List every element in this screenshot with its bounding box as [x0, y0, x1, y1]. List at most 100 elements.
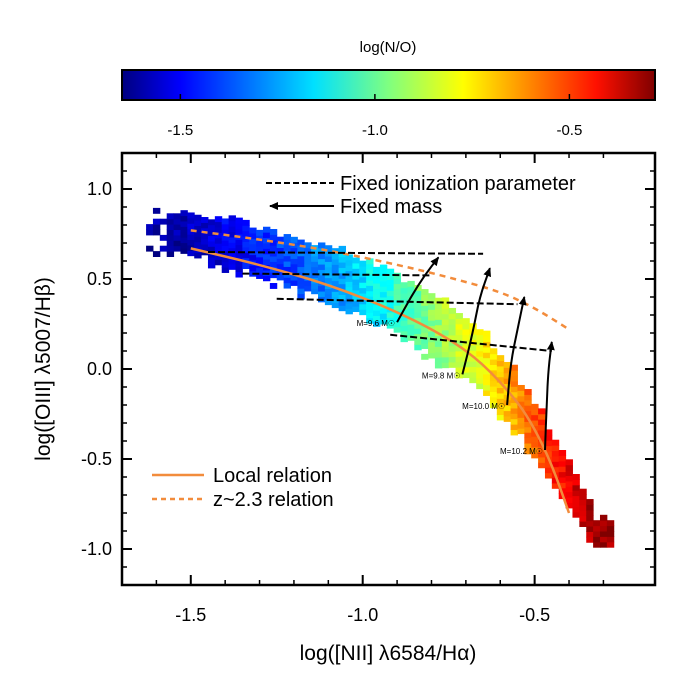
heatmap-cell: [476, 361, 484, 368]
heatmap-cell: [599, 520, 608, 527]
heatmap-cell: [373, 304, 381, 311]
heatmap-cell: [400, 303, 408, 310]
heatmap-cell: [531, 430, 539, 437]
heatmap-cell: [283, 261, 291, 267]
heatmap-cell: [269, 256, 278, 262]
heatmap-cell: [159, 245, 168, 252]
heatmap-cell: [214, 221, 223, 228]
fixed-mass-track: [506, 296, 527, 406]
heatmap-cell: [359, 303, 367, 310]
heatmap-cell: [290, 263, 298, 270]
heatmap-cell: [579, 488, 587, 495]
heatmap-cell: [283, 266, 291, 273]
heatmap-cell: [173, 234, 181, 241]
heatmap-cell: [483, 357, 491, 364]
heatmap-cell: [531, 452, 539, 459]
heatmap-cell: [345, 308, 353, 315]
heatmap-cell: [366, 317, 374, 324]
heatmap-cell: [201, 217, 209, 223]
heatmap-cell: [221, 240, 230, 246]
heatmap-cell: [228, 215, 236, 222]
heatmap-cell: [421, 310, 429, 317]
heatmap-cell: [421, 289, 429, 295]
heatmap-cell: [462, 361, 470, 368]
heatmap-cell: [194, 214, 202, 221]
heatmap-cell: [455, 340, 463, 346]
heatmap-cell: [593, 536, 601, 543]
y-tick-label: 1.0: [87, 179, 112, 199]
heatmap-cell: [407, 313, 415, 320]
heatmap-cell: [496, 360, 505, 367]
heatmap-cell: [283, 250, 291, 257]
heatmap-cell: [551, 439, 560, 446]
heatmap-cell: [489, 380, 498, 387]
heatmap-cell: [544, 472, 553, 479]
heatmap-cell: [221, 245, 230, 252]
heatmap-cell: [510, 375, 518, 382]
heatmap-cell: [510, 380, 518, 387]
heatmap-cell: [297, 239, 305, 246]
heatmap-cell: [538, 424, 546, 431]
heatmap-cell: [483, 368, 491, 375]
heatmap-cell: [338, 245, 347, 252]
heatmap-cell: [269, 245, 278, 252]
heatmap-cell: [338, 305, 347, 312]
heatmap-cell: [242, 263, 250, 269]
heatmap-cell: [469, 371, 477, 378]
heatmap-cell: [393, 326, 402, 333]
heatmap-cell: [469, 350, 477, 357]
heatmap-cell: [421, 316, 429, 322]
heatmap-cell: [262, 275, 271, 282]
heatmap-cell: [434, 351, 443, 358]
heatmap-cell: [379, 286, 388, 293]
heatmap-cell: [338, 272, 347, 279]
colorbar-tick-label: -1.0: [362, 122, 388, 139]
heatmap-cell: [269, 239, 278, 246]
heatmap-cell: [400, 330, 408, 337]
heatmap-cell: [379, 270, 388, 276]
heatmap-cell: [338, 294, 347, 301]
heatmap-cell: [524, 394, 532, 401]
heatmap-cell: [180, 237, 188, 244]
heatmap-cell: [428, 352, 436, 359]
heatmap-cell: [207, 251, 216, 258]
heatmap-cell: [386, 274, 395, 280]
heatmap-cell: [489, 359, 498, 365]
y-tick-label: -0.5: [81, 449, 112, 469]
x-tick-label: -0.5: [519, 605, 550, 625]
heatmap-cell: [393, 321, 402, 328]
heatmap-cell: [441, 313, 450, 320]
heatmap-cell: [572, 484, 580, 491]
heatmap-cell: [276, 236, 285, 243]
x-tick-label: -1.0: [347, 605, 378, 625]
heatmap-cell: [159, 218, 168, 225]
heatmap-cell: [228, 236, 236, 243]
colorbar-ticks: -1.5 -1.0 -0.5: [167, 94, 582, 139]
heatmap-cell: [379, 264, 388, 271]
heatmap-cell: [503, 372, 512, 379]
heatmap-cell: [544, 440, 553, 447]
x-axis-ticks: -1.5 -1.0 -0.5: [155, 153, 605, 625]
heatmap-cell: [586, 504, 594, 511]
heatmap-cell: [544, 445, 553, 452]
heatmap-cell: [455, 323, 463, 330]
heatmap-cell: [152, 218, 161, 225]
fixed-ionization-line: [242, 272, 432, 277]
heatmap-cell: [221, 256, 230, 263]
heatmap-cell: [400, 309, 408, 316]
heatmap-cell: [393, 315, 402, 322]
heatmap-cell: [166, 234, 175, 241]
heatmap-cell: [538, 456, 546, 463]
heatmap-cell: [510, 407, 518, 414]
heatmap-cell: [421, 299, 429, 306]
heatmap-cell: [304, 247, 312, 254]
heatmap-cell: [262, 226, 271, 233]
heatmap-cell: [180, 247, 188, 254]
colorbar-gradient: [121, 69, 656, 101]
heatmap-cell: [407, 324, 415, 331]
heatmap-cell: [503, 367, 512, 374]
heatmap-cell: [510, 386, 518, 393]
heatmap-cell: [187, 239, 195, 246]
heatmap-cell: [366, 301, 374, 308]
heatmap-cell: [386, 295, 395, 302]
